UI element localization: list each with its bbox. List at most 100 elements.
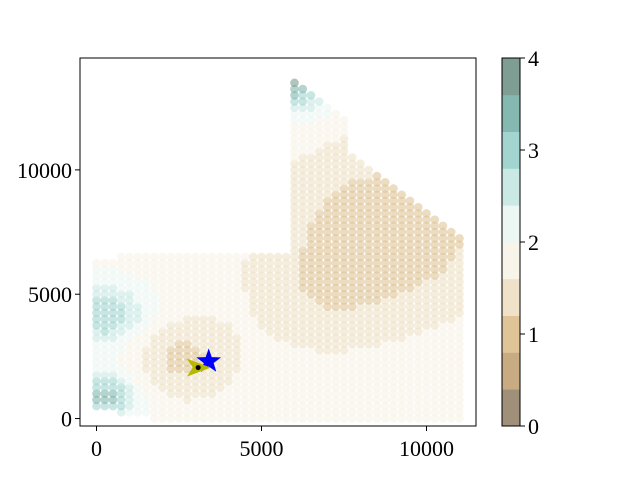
point-889 (455, 296, 464, 305)
point-756 (100, 308, 110, 318)
point-701 (389, 321, 398, 330)
point-950 (215, 283, 225, 293)
point-1260 (422, 233, 431, 243)
point-992 (191, 277, 200, 287)
point-580 (133, 333, 143, 343)
point-1282 (430, 227, 440, 237)
colorbar-segment (502, 58, 520, 96)
point-190 (257, 389, 266, 398)
point-1182 (298, 252, 308, 262)
point-1419 (372, 171, 382, 181)
point-688 (281, 321, 291, 330)
point-366 (224, 364, 233, 374)
point-882 (397, 296, 407, 305)
point-472 (356, 352, 365, 361)
point-1314 (372, 215, 382, 224)
point-848 (116, 296, 126, 305)
point-1477 (306, 122, 316, 131)
point-1264 (455, 233, 464, 243)
point-689 (290, 321, 299, 330)
point-855 (174, 296, 184, 305)
point-800 (92, 302, 101, 311)
point-473 (364, 352, 374, 361)
point-1125 (174, 258, 184, 268)
point-1499 (323, 103, 332, 113)
point-1287 (306, 221, 316, 231)
point-906 (224, 289, 233, 299)
point-744 (372, 314, 382, 324)
point-1049 (290, 271, 299, 280)
point-650 (339, 327, 349, 336)
point-487 (108, 345, 118, 355)
point-185 (215, 389, 225, 398)
point-231 (224, 383, 233, 392)
point-875 (339, 296, 349, 305)
point-1437 (347, 159, 357, 168)
point-496 (182, 345, 192, 355)
point-446 (141, 352, 151, 361)
point-1487 (331, 115, 341, 125)
point-1219 (430, 246, 440, 255)
point-131 (141, 395, 151, 405)
point-599 (290, 333, 299, 343)
point-640 (257, 327, 266, 336)
point-92 (191, 401, 200, 411)
point-1097 (314, 265, 324, 274)
point-437 (438, 358, 448, 367)
point-504 (248, 345, 258, 355)
point-713 (116, 314, 126, 324)
point-844 (455, 302, 464, 311)
point-192 (273, 389, 283, 398)
point-833 (364, 302, 374, 311)
point-1505 (298, 91, 308, 100)
point-320 (215, 370, 225, 380)
point-172 (108, 389, 118, 398)
point-730 (257, 314, 266, 324)
point-841 (430, 302, 440, 311)
point-789 (372, 308, 382, 318)
point-480 (422, 352, 431, 361)
point-603 (323, 333, 332, 343)
point-193 (281, 389, 291, 398)
point-549 (248, 339, 258, 349)
point-1161 (125, 252, 134, 262)
point-798 (446, 308, 456, 318)
point-1421 (298, 165, 308, 175)
point-432 (397, 358, 407, 367)
point-1164 (149, 252, 159, 262)
point-433 (405, 358, 415, 367)
point-253 (405, 383, 415, 392)
point-434 (413, 358, 423, 367)
point-1077 (149, 265, 159, 274)
point-1220 (438, 246, 448, 255)
point-413 (240, 358, 250, 367)
point-42 (149, 408, 159, 417)
point-249 (372, 383, 382, 392)
point-28 (380, 414, 390, 423)
point-1188 (347, 252, 357, 262)
point-987 (149, 277, 159, 287)
point-726 (224, 314, 233, 324)
point-370 (257, 364, 266, 374)
point-1154 (413, 258, 423, 268)
point-262 (108, 376, 118, 386)
point-398 (116, 358, 126, 367)
point-940 (133, 283, 143, 293)
point-1104 (372, 265, 382, 274)
point-1022 (438, 277, 448, 287)
point-973 (405, 283, 415, 293)
point-838 (405, 302, 415, 311)
point-493 (158, 345, 167, 355)
point-636 (224, 327, 233, 336)
point-1339 (290, 202, 299, 212)
point-785 (339, 308, 349, 318)
point-469 (331, 352, 341, 361)
point-274 (207, 376, 217, 386)
point-722 (191, 314, 200, 324)
point-458 (240, 352, 250, 361)
point-365 (215, 364, 225, 374)
point-9 (224, 414, 233, 423)
point-243 (323, 383, 332, 392)
point-156 (347, 395, 357, 405)
point-74 (413, 408, 423, 417)
